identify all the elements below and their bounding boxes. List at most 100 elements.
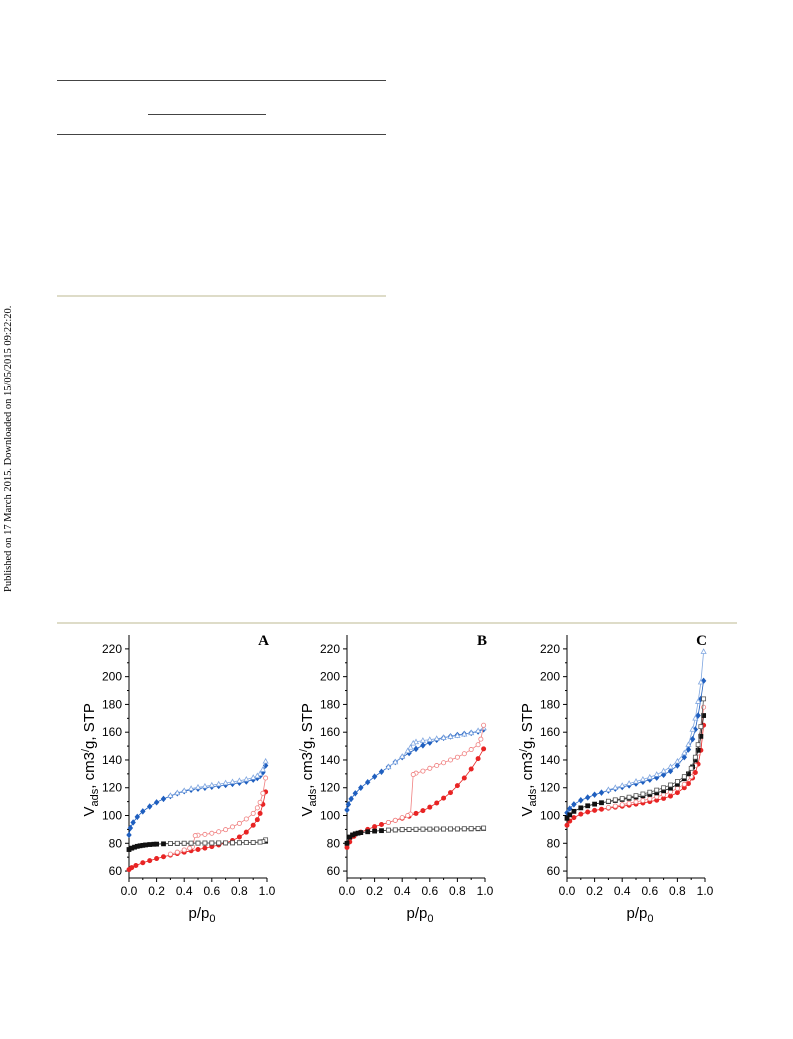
data-point-s5 [250,840,256,845]
data-point-s5 [654,787,660,793]
figure-separator-rule [57,622,737,624]
data-point-s2 [147,858,153,864]
series-line-0 [128,765,266,836]
data-point-s1 [385,763,392,770]
data-point-s0 [598,789,605,796]
data-point-s0 [345,801,352,808]
y-tick-label: 60 [547,864,561,878]
x-tick-label: 0.2 [366,884,383,898]
y-tick-label: 60 [327,864,341,878]
data-point-s0 [348,795,354,803]
data-point-s5 [461,826,467,832]
y-tick-label: 220 [540,642,560,656]
data-point-s1 [412,738,420,745]
y-tick-label: 180 [320,697,340,711]
data-point-s4 [599,800,604,806]
data-point-s2 [243,829,249,835]
data-point-s4 [571,808,577,814]
data-point-s2 [447,790,453,796]
data-point-s0 [140,808,146,815]
data-point-s3 [434,763,440,769]
data-point-s2 [454,783,460,789]
x-tick-label: 0.0 [559,884,576,898]
data-point-s5 [640,791,646,797]
x-tick-label: 0.8 [669,884,686,898]
data-point-s2 [195,847,201,853]
data-point-s5 [168,841,173,846]
data-point-s0 [674,762,681,769]
data-point-s3 [257,799,263,805]
data-point-s5 [236,840,242,846]
data-point-s2 [468,766,474,772]
data-point-s4 [567,812,573,818]
data-point-s1 [426,736,433,742]
data-point-s3 [427,765,433,771]
data-point-s1 [215,780,222,787]
y-tick-label: 140 [320,753,340,767]
data-point-s2 [202,845,208,851]
data-point-s2 [344,844,350,850]
data-point-s5 [174,840,180,846]
data-point-s3 [633,799,639,805]
data-point-s5 [392,827,398,833]
data-point-s1 [392,758,399,765]
data-point-s3 [420,768,426,774]
data-point-s1 [194,783,202,790]
data-point-s3 [167,851,173,857]
data-point-s4 [143,842,148,848]
data-point-s3 [454,754,460,760]
data-point-s4 [585,803,591,809]
data-point-s3 [461,751,467,757]
data-point-s3 [475,742,481,748]
data-point-s1 [174,789,181,796]
y-axis-label: Vads, cm3/g, STP [298,703,319,816]
data-point-s4 [698,733,704,739]
data-point-s3 [399,815,405,821]
data-point-s0 [584,794,591,801]
data-point-s5 [688,765,694,771]
data-point-s5 [399,827,405,832]
y-tick-label: 80 [327,836,341,850]
x-tick-label: 0.8 [231,884,248,898]
data-point-s5 [692,754,698,760]
data-point-s1 [399,753,406,759]
data-point-s0 [420,742,426,749]
data-point-s1 [407,744,414,750]
x-tick-label: 0.4 [394,884,411,898]
data-point-s3 [174,849,180,855]
y-tick-label: 200 [540,670,560,684]
data-point-s3 [619,802,625,808]
data-point-s3 [405,813,411,819]
x-axis-label: p/p0 [189,905,216,925]
data-point-s4 [147,842,153,847]
data-point-s1 [697,678,704,685]
data-point-s5 [257,839,263,845]
data-point-s3 [392,817,398,823]
data-point-s5 [413,826,419,832]
data-point-s1 [433,735,440,741]
data-point-s0 [695,712,701,719]
data-point-s1 [447,733,454,739]
data-point-s3 [701,704,707,710]
data-point-s4 [372,828,377,834]
publication-sidebar-note: Published on 17 March 2015. Downloaded o… [3,305,14,592]
data-point-s5 [209,840,215,846]
table-bottom-rule [57,295,386,297]
x-tick-label: 0.6 [421,884,438,898]
data-point-s1 [667,763,674,770]
data-point-s5 [633,793,639,799]
data-point-s2 [372,824,378,830]
y-tick-label: 140 [102,753,122,767]
data-point-s2 [140,860,146,866]
data-point-s5 [661,785,667,791]
data-point-s3 [202,831,208,837]
data-point-s0 [371,773,378,780]
y-tick-label: 180 [540,697,560,711]
y-tick-label: 80 [109,836,123,850]
data-point-s2 [434,800,440,806]
data-point-s5 [698,724,704,730]
x-tick-label: 1.0 [259,884,276,898]
data-point-s1 [695,698,702,704]
data-point-s2 [236,834,242,840]
data-point-s2 [585,809,591,815]
